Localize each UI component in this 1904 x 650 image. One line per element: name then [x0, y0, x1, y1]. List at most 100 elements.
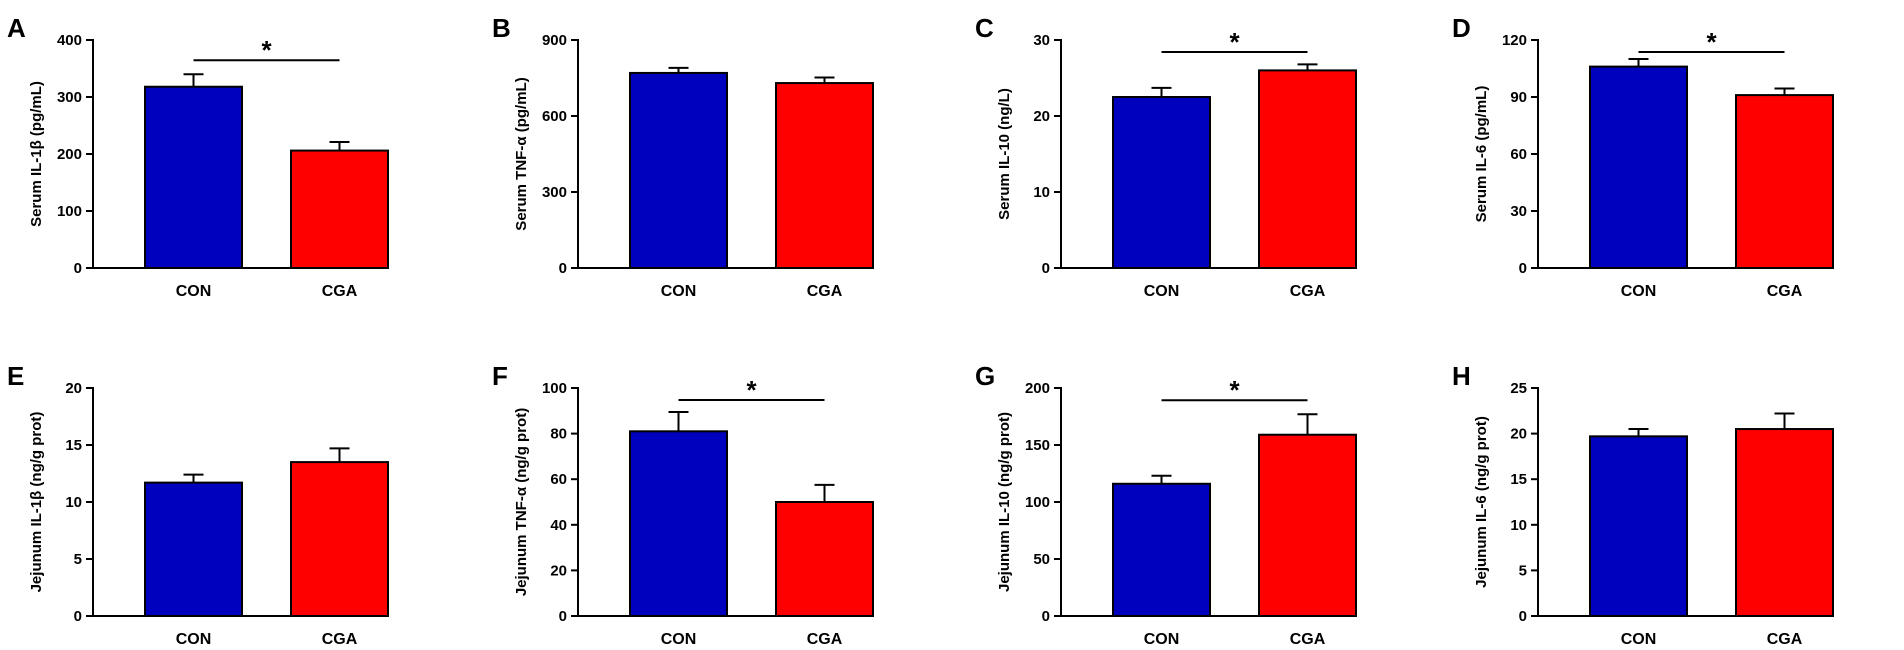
y-tick-label: 100: [542, 380, 567, 397]
y-tick-label: 30: [1510, 203, 1527, 220]
category-label-con: CON: [176, 631, 212, 648]
bar-cga: [1735, 428, 1834, 618]
y-tick-label: 0: [74, 608, 82, 625]
y-axis-label: Jejunum IL-6 (ng/g prot): [1473, 416, 1490, 588]
category-label-cga: CGA: [322, 631, 358, 648]
bar-cga: [1735, 94, 1834, 269]
y-tick-label: 20: [550, 562, 567, 579]
y-tick-label: 0: [1519, 260, 1527, 277]
y-tick-label: 15: [1510, 471, 1527, 488]
y-tick-label: 30: [1033, 32, 1050, 49]
category-label-cga: CGA: [1767, 283, 1803, 300]
y-tick-label: 50: [1033, 551, 1050, 568]
bar-cga: [290, 461, 389, 617]
y-tick-label: 300: [57, 89, 82, 106]
panel-F: F Jejunum TNF-α (ng/g prot) 0 20 40 60 80 100 CO…: [492, 361, 874, 648]
y-tick-label: 200: [57, 146, 82, 163]
significance-star: *: [261, 35, 272, 65]
category-label-cga: CGA: [807, 631, 843, 648]
y-tick-label: 150: [1025, 437, 1050, 454]
category-label-con: CON: [176, 283, 212, 300]
significance-star: *: [746, 375, 757, 405]
y-axis-label: Serum IL-6 (pg/mL): [1473, 86, 1490, 223]
bar-con: [1589, 65, 1688, 269]
y-tick-label: 600: [542, 108, 567, 125]
y-tick-label: 120: [1502, 32, 1527, 49]
y-tick-label: 20: [65, 380, 82, 397]
y-tick-label: 10: [1510, 517, 1527, 534]
bar-cga: [1258, 69, 1357, 270]
bar-con: [1112, 482, 1211, 617]
y-tick-label: 10: [1033, 184, 1050, 201]
y-axis-label: Jejunum IL-1β (ng/g prot): [28, 412, 45, 593]
y-tick-label: 5: [74, 551, 82, 568]
y-tick-label: 15: [65, 437, 82, 454]
panel-D: D Serum IL-6 (pg/mL) 0 30 60 90 120 CON CGA *: [1452, 13, 1834, 300]
y-tick-label: 200: [1025, 380, 1050, 397]
panel-A: A Serum IL-1β (pg/mL) 0 100 200 300 400 CON CGA *: [7, 13, 389, 300]
y-axis-label: Jejunum TNF-α (ng/g prot): [513, 408, 530, 596]
y-tick-label: 0: [559, 260, 567, 277]
category-label-cga: CGA: [1767, 631, 1803, 648]
category-label-con: CON: [661, 283, 697, 300]
bar-con: [1112, 96, 1211, 269]
y-tick-label: 40: [550, 517, 567, 534]
category-label-con: CON: [1621, 283, 1657, 300]
category-label-cga: CGA: [1290, 283, 1326, 300]
category-label-cga: CGA: [322, 283, 358, 300]
bar-con: [144, 85, 243, 269]
y-tick-label: 0: [1042, 260, 1050, 277]
panel-letter: F: [492, 361, 508, 391]
panel-letter: D: [1452, 13, 1471, 43]
panel-B: B Serum TNF-α (pg/mL) 0 300 600 900 CON CGA: [492, 13, 874, 300]
panel-letter: A: [7, 13, 26, 43]
y-tick-label: 10: [65, 494, 82, 511]
y-tick-label: 90: [1510, 89, 1527, 106]
category-label-con: CON: [1144, 283, 1180, 300]
panel-letter: G: [975, 361, 995, 391]
y-tick-label: 300: [542, 184, 567, 201]
category-label-con: CON: [1621, 631, 1657, 648]
y-tick-label: 0: [1519, 608, 1527, 625]
category-label-con: CON: [661, 631, 697, 648]
y-axis-label: Serum IL-1β (pg/mL): [28, 81, 45, 227]
significance-star: *: [1229, 375, 1240, 405]
panel-C: C Serum IL-10 (ng/L) 0 10 20 30 CON CGA *: [975, 13, 1357, 300]
y-tick-label: 100: [57, 203, 82, 220]
y-axis-label: Serum IL-10 (ng/L): [996, 88, 1013, 220]
category-label-cga: CGA: [807, 283, 843, 300]
panel-letter: B: [492, 13, 511, 43]
bar-cga: [775, 501, 874, 617]
panel-letter: E: [7, 361, 24, 391]
y-axis-label: Jejunum IL-10 (ng/g prot): [996, 412, 1013, 592]
significance-star: *: [1229, 27, 1240, 57]
y-tick-label: 25: [1510, 380, 1527, 397]
bar-con: [144, 481, 243, 617]
y-tick-label: 20: [1033, 108, 1050, 125]
y-tick-label: 900: [542, 32, 567, 49]
panel-G: G Jejunum IL-10 (ng/g prot) 0 50 100 150 200 CO…: [975, 361, 1357, 648]
bar-cga: [775, 82, 874, 269]
y-tick-label: 400: [57, 32, 82, 49]
bar-con: [1589, 435, 1688, 617]
panel-letter: C: [975, 13, 994, 43]
bar-con: [629, 71, 728, 269]
category-label-cga: CGA: [1290, 631, 1326, 648]
category-label-con: CON: [1144, 631, 1180, 648]
y-axis-label: Serum TNF-α (pg/mL): [513, 77, 530, 230]
y-tick-label: 0: [74, 260, 82, 277]
y-tick-label: 100: [1025, 494, 1050, 511]
panel-letter: H: [1452, 361, 1471, 391]
panel-H: H Jejunum IL-6 (ng/g prot) 0 5 10 15 20 25 CON CG…: [1452, 361, 1834, 648]
bar-cga: [290, 149, 389, 269]
y-tick-label: 60: [1510, 146, 1527, 163]
y-tick-label: 80: [550, 426, 567, 443]
y-tick-label: 20: [1510, 426, 1527, 443]
y-tick-label: 0: [559, 608, 567, 625]
y-tick-label: 5: [1519, 562, 1527, 579]
y-tick-label: 60: [550, 471, 567, 488]
bar-con: [629, 430, 728, 617]
bar-cga: [1258, 433, 1357, 617]
significance-star: *: [1706, 27, 1717, 57]
